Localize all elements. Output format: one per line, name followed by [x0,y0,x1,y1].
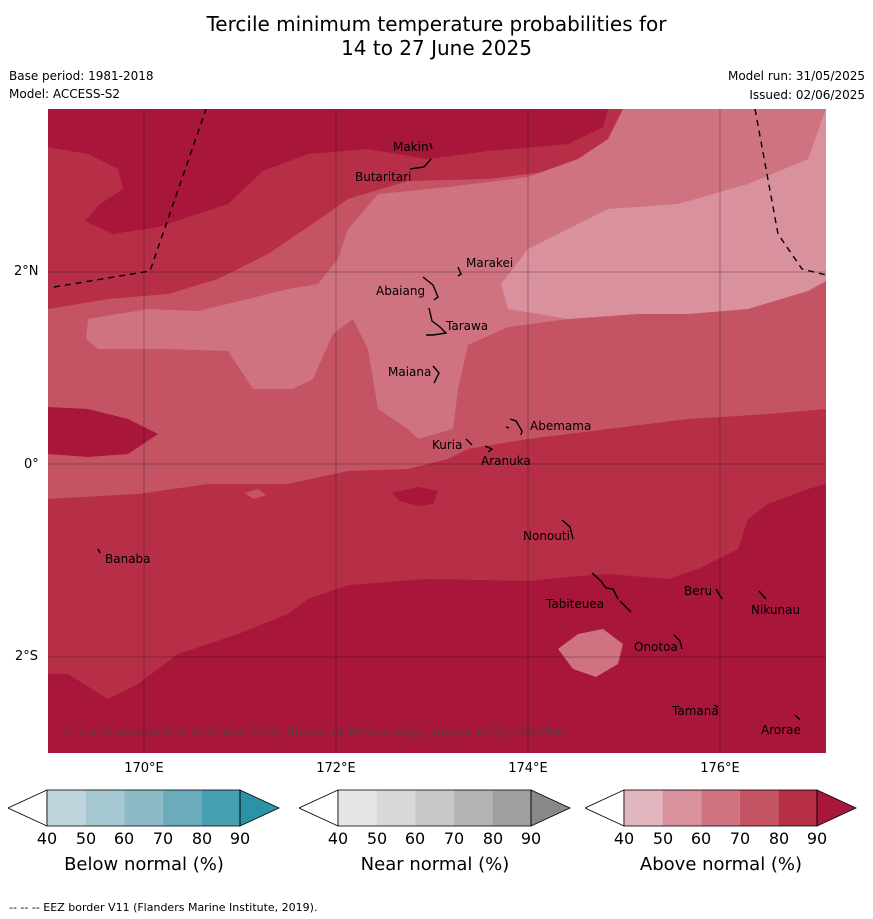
cb1-seg-0 [299,789,339,827]
copyright-notice: © Commonwealth of Australia 2025, Bureau… [62,725,567,739]
cb2-seg-2 [662,790,702,826]
cb0-tick-50: 50 [75,829,97,848]
cb0-seg-5 [201,790,240,826]
cb0-seg-2 [85,790,125,826]
cb2-seg-3 [701,790,740,826]
island-label-makin: Makin [393,140,429,154]
cb2-seg-6 [816,789,857,827]
island-label-beru: Beru [684,584,712,598]
colorbar-above-title: Above normal (%) [639,854,803,875]
island-label-nonouti: Nonouti [523,529,570,543]
map-region-70-80-patch [244,489,266,499]
map-region-80-90-patch [392,487,438,506]
cb0-seg-6 [239,789,280,827]
cb2-seg-1 [624,790,663,826]
cb0-seg-4 [162,790,202,826]
colorbar-below [8,789,280,827]
title-line-2: 14 to 27 June 2025 [341,36,532,60]
map-region-60-70-south [558,629,623,677]
colorbar-near [299,789,571,827]
cb1-seg-6 [530,789,571,827]
cb1-tick-70: 70 [443,829,465,848]
probability-map: Makin Butaritari Marakei Abaiang Tarawa … [48,109,826,753]
graticule [48,109,826,753]
cb0-tick-80: 80 [191,829,213,848]
island-label-kuria: Kuria [432,438,463,452]
lat-label-0: 0° [24,457,39,472]
island-outlines [97,142,801,721]
cb2-tick-50: 50 [652,829,674,848]
model-name: Model: ACCESS-S2 [9,87,121,101]
island-label-tarawa: Tarawa [445,319,488,333]
cb1-seg-4 [453,790,493,826]
cb2-tick-60: 60 [690,829,712,848]
lon-label-174e: 174°E [508,761,548,776]
island-label-maiana: Maiana [388,365,431,379]
cb0-seg-3 [124,790,163,826]
island-label-abemama: Abemama [530,419,591,433]
cb0-tick-60: 60 [113,829,135,848]
lat-label-2n: 2°N [14,264,39,279]
colorbar-near-title: Near normal (%) [360,854,510,875]
cb2-seg-0 [585,789,625,827]
island-label-abaiang: Abaiang [376,284,425,298]
cb1-seg-3 [415,790,454,826]
cb1-seg-1 [338,790,377,826]
cb0-tick-40: 40 [36,829,58,848]
island-label-aranuka: Aranuka [481,454,531,468]
base-period: Base period: 1981-2018 [9,69,154,83]
title-line-1: Tercile minimum temperature probabilitie… [206,12,667,36]
cb2-tick-40: 40 [613,829,635,848]
island-label-tamana: Tamana [671,704,719,718]
cb0-seg-1 [47,790,86,826]
cb1-seg-5 [492,790,531,826]
lon-label-170e: 170°E [124,761,164,776]
map-region-50-60 [501,109,826,319]
cb1-tick-80: 80 [482,829,504,848]
map-region-60-70 [86,109,826,439]
lat-label-2s: 2°S [15,649,39,664]
cb2-tick-80: 80 [768,829,790,848]
island-label-tabiteuea: Tabiteuea [545,597,604,611]
cb1-tick-40: 40 [327,829,349,848]
lon-label-172e: 172°E [316,761,356,776]
cb0-tick-70: 70 [152,829,174,848]
island-label-butaritari: Butaritari [355,170,412,184]
colorbar-above [585,789,857,827]
map-region-80-90-west [48,407,158,457]
island-label-arorae: Arorae [761,723,801,737]
cb0-tick-90: 90 [229,829,251,848]
cb1-tick-50: 50 [366,829,388,848]
island-label-marakei: Marakei [466,256,513,270]
cb1-seg-2 [376,790,416,826]
island-label-nikunau: Nikunau [751,603,800,617]
cb2-seg-5 [778,790,817,826]
island-label-banaba: Banaba [105,552,151,566]
map-title: Tercile minimum temperature probabilitie… [0,12,873,60]
island-labels: Makin Butaritari Marakei Abaiang Tarawa … [105,140,801,737]
cb1-tick-90: 90 [520,829,542,848]
cb2-tick-90: 90 [806,829,828,848]
cb1-tick-60: 60 [404,829,426,848]
model-run: Model run: 31/05/2025 [727,69,865,83]
island-label-onotoa: Onotoa [634,640,678,654]
cb0-seg-0 [8,789,48,827]
footer-note: -- -- -- EEZ border V11 (Flanders Marine… [9,901,318,914]
map-region-80-90-south [48,484,826,753]
colorbar-below-title: Below normal (%) [64,854,224,875]
eez-border [53,109,826,288]
lon-label-176e: 176°E [700,761,740,776]
issued-date: Issued: 02/06/2025 [749,88,865,102]
cb2-seg-4 [739,790,779,826]
map-region-80-90-north [48,109,608,234]
cb2-tick-70: 70 [729,829,751,848]
